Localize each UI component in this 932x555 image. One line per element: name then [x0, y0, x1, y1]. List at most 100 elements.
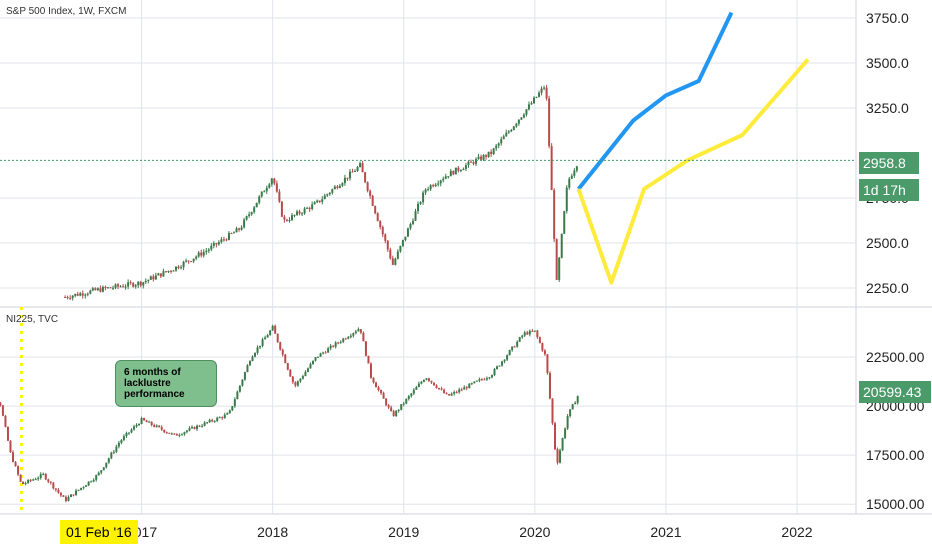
- ni225-candle: [12, 452, 15, 462]
- sp500-candle: [137, 281, 140, 286]
- ni225-candle: [470, 383, 473, 385]
- sp500-candle: [293, 214, 296, 216]
- ni225-candle: [148, 421, 151, 423]
- sp500-candle: [429, 185, 432, 190]
- sp500-candle: [459, 170, 462, 172]
- ni225-candle: [306, 368, 309, 372]
- sp500-candle: [149, 276, 152, 280]
- sp500-candle: [220, 239, 223, 243]
- sp500-candle: [500, 139, 503, 144]
- ni225-candle: [173, 433, 176, 435]
- ni225-candle: [501, 361, 504, 366]
- sp500-candle: [301, 213, 304, 215]
- ni225-candle: [538, 337, 541, 344]
- sp500-candle: [94, 288, 97, 291]
- ni225-candle: [301, 376, 304, 379]
- ni225-candle: [52, 482, 55, 489]
- sp500-candle: [321, 199, 324, 202]
- ni225-candle: [238, 385, 241, 392]
- sp500-candle: [288, 220, 291, 222]
- ni225-candle: [311, 360, 314, 364]
- sp500-candle: [164, 271, 167, 273]
- ni225-candle: [196, 425, 199, 430]
- sp500-candle: [384, 234, 387, 241]
- sp500-candle: [361, 163, 364, 173]
- ni225-candle: [140, 418, 143, 424]
- ni225-candle: [198, 425, 201, 427]
- ni225-candle: [490, 375, 493, 378]
- sp500-candle: [396, 251, 399, 259]
- sp500-candle: [475, 159, 478, 164]
- sp500-candle: [354, 171, 357, 173]
- sp500-candle: [348, 171, 351, 179]
- ni225-candle: [77, 489, 80, 491]
- time-tick-label: 2019: [388, 524, 419, 540]
- sp500-candle: [364, 172, 367, 183]
- sp500-candle: [442, 178, 445, 181]
- ni225-candle: [438, 387, 441, 389]
- ni225-candle: [47, 479, 50, 482]
- ni225-candle: [201, 425, 204, 427]
- sp500-candle: [129, 282, 132, 284]
- sp500-candle: [328, 192, 331, 195]
- sp500-candle: [316, 200, 319, 203]
- ni225-candle: [473, 381, 476, 384]
- sp500-candle: [132, 283, 135, 287]
- ni225-candle: [183, 432, 186, 435]
- ni225-candle: [354, 331, 357, 334]
- ni225-candle: [405, 398, 408, 404]
- ni225-candle: [208, 419, 211, 423]
- ni225-candle: [122, 436, 125, 441]
- sp500-candle: [351, 171, 354, 173]
- sp500-candle: [273, 178, 276, 184]
- ni225-candle: [168, 432, 171, 434]
- sp500-candle: [182, 261, 185, 268]
- ni225-candle: [228, 410, 231, 414]
- sp500-candle: [467, 161, 470, 166]
- sp500-candle: [139, 281, 142, 286]
- ni225-candle: [329, 345, 332, 349]
- ni225-candle: [274, 325, 277, 334]
- sp500-candle: [457, 167, 460, 171]
- sp500-candle: [66, 297, 69, 299]
- sp500-candle: [197, 252, 200, 257]
- sp500-candle: [434, 184, 437, 187]
- ni225-candle: [344, 338, 347, 340]
- ni225-candle: [110, 452, 113, 459]
- sp500-candle: [192, 258, 195, 262]
- sp500-candle: [169, 270, 172, 272]
- sp500-candle: [452, 170, 455, 175]
- sp500-candle: [290, 215, 293, 221]
- ni225-candle: [478, 379, 481, 381]
- ni225-candle: [506, 355, 509, 360]
- ni225-candle: [395, 410, 398, 417]
- sp500-candle: [563, 211, 566, 234]
- ni225-candle: [392, 411, 395, 417]
- sp500-candle: [422, 192, 425, 203]
- sp500-candle: [439, 180, 442, 184]
- time-tick-label: 2020: [519, 524, 550, 540]
- sp500-candle: [414, 211, 417, 221]
- sp500-candle: [399, 245, 402, 252]
- ni225-candle: [218, 417, 221, 419]
- sp500-candle: [96, 288, 99, 291]
- sp500-candle: [84, 294, 87, 296]
- sp500-candle: [233, 232, 236, 234]
- ni225-candle: [531, 330, 534, 332]
- ni225-candle: [536, 330, 539, 338]
- ni225-candle: [281, 349, 284, 355]
- sp500-candle: [127, 282, 130, 287]
- sp500-candle: [338, 185, 341, 188]
- ni225-candle: [548, 372, 551, 399]
- ni225-candle: [417, 383, 420, 388]
- sp500-candle: [91, 288, 94, 291]
- ni225-candle: [420, 381, 423, 384]
- ni225-candle: [241, 379, 244, 386]
- sp500-candle: [71, 295, 74, 299]
- ni225-current-price: 20599.43: [859, 381, 931, 403]
- ni225-candle: [463, 387, 466, 390]
- ni225-candle: [528, 330, 531, 335]
- sp500-candle: [394, 258, 397, 265]
- ni225-candle: [430, 380, 433, 383]
- ni225-candle: [34, 479, 37, 481]
